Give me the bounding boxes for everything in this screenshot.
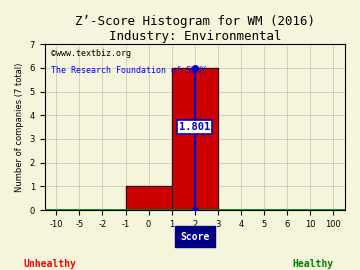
Text: The Research Foundation of SUNY: The Research Foundation of SUNY bbox=[51, 66, 206, 75]
Text: Healthy: Healthy bbox=[293, 259, 334, 269]
Text: 1.801: 1.801 bbox=[179, 122, 211, 132]
Text: Unhealthy: Unhealthy bbox=[24, 259, 77, 269]
Text: ©www.textbiz.org: ©www.textbiz.org bbox=[51, 49, 131, 58]
Y-axis label: Number of companies (7 total): Number of companies (7 total) bbox=[15, 62, 24, 192]
X-axis label: Score: Score bbox=[180, 231, 210, 241]
Title: Z’-Score Histogram for WM (2016)
Industry: Environmental: Z’-Score Histogram for WM (2016) Industr… bbox=[75, 15, 315, 43]
